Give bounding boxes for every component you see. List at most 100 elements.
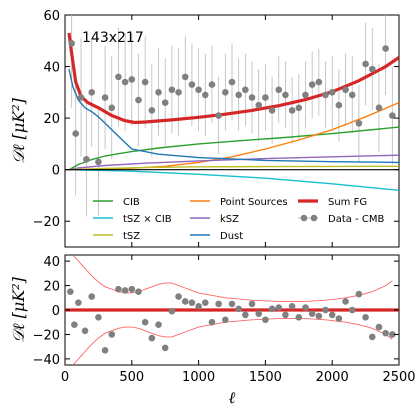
bottom-ylabel: 𝒟ℓ [μK²] <box>9 276 28 343</box>
data-point <box>101 94 109 101</box>
data-point <box>355 119 363 127</box>
data-point <box>188 81 196 88</box>
x-tick-label: 500 <box>119 370 144 385</box>
x-tick-label: 1500 <box>249 370 282 385</box>
data-point <box>228 78 236 86</box>
data-point <box>215 112 222 119</box>
residual-point <box>288 303 296 310</box>
data-point <box>135 96 142 104</box>
data-point <box>201 91 209 99</box>
data-point <box>168 86 176 94</box>
data-point <box>368 65 376 73</box>
data-point <box>248 94 256 101</box>
legend-label: CIB <box>123 197 140 208</box>
residual-point <box>308 310 316 317</box>
legend-item: Point Sources <box>190 197 288 208</box>
data-point <box>328 89 336 96</box>
legend-item: kSZ <box>190 214 239 225</box>
data-point <box>222 89 229 96</box>
data-point <box>72 130 79 137</box>
residual-point <box>71 321 78 328</box>
residual-point <box>108 331 116 338</box>
data-point <box>95 158 102 166</box>
data-point <box>115 73 122 81</box>
legend-item: tSZ <box>93 231 140 242</box>
residual-point <box>235 305 242 313</box>
series-line-tsz-cib <box>68 169 399 191</box>
residual-point <box>295 314 303 321</box>
residual-point <box>195 303 202 310</box>
residual-point <box>348 306 356 314</box>
data-point <box>262 94 269 101</box>
residual-point <box>262 316 269 324</box>
residual-point <box>81 327 89 335</box>
series-line-ksz <box>68 154 399 171</box>
top-ylabel: 𝒟ℓ [μK²] <box>9 97 28 164</box>
y-tick-label: 20 <box>43 280 60 295</box>
legend-item: CIB <box>93 197 140 208</box>
y-tick-label: 40 <box>43 61 60 76</box>
data-point <box>235 91 242 99</box>
data-point <box>275 86 283 94</box>
residual-point <box>155 321 162 328</box>
residual-point <box>362 314 369 321</box>
residual-point <box>335 315 343 322</box>
data-point <box>141 78 149 86</box>
y-tick-label: −20 <box>33 328 60 343</box>
data-point <box>208 81 216 88</box>
legend-label: Sum FG <box>328 197 367 208</box>
x-tick-label: 1000 <box>182 370 215 385</box>
residual-point <box>268 305 276 313</box>
y-tick-label: 0 <box>52 164 60 179</box>
y-tick-label: 60 <box>43 9 60 24</box>
data-point <box>288 107 296 114</box>
legend-item: Sum FG <box>298 197 367 208</box>
data-point <box>302 91 309 99</box>
residual-point <box>382 329 389 337</box>
residual-point <box>355 290 363 298</box>
x-tick-label: 0 <box>61 370 69 385</box>
residual-point <box>315 312 323 320</box>
residual-point <box>255 310 263 317</box>
data-point <box>255 101 263 109</box>
data-point <box>322 91 329 99</box>
residual-point <box>375 323 383 331</box>
legend-label: Dust <box>220 231 243 242</box>
data-point <box>375 104 383 112</box>
residual-point <box>148 334 156 342</box>
legend-item: tSZ × CIB <box>93 214 172 225</box>
legend-item: Data - CMB <box>298 214 384 225</box>
residual-point <box>368 333 376 341</box>
data-point <box>335 101 343 109</box>
data-point <box>315 78 323 86</box>
series-line-dust <box>68 68 399 164</box>
residual-point <box>248 300 256 308</box>
residual-point <box>135 288 142 295</box>
data-point <box>242 86 249 94</box>
residual-point <box>302 304 309 311</box>
legend-label: Point Sources <box>220 197 288 208</box>
residual-point <box>322 306 329 314</box>
residual-point <box>121 287 129 294</box>
residual-point <box>141 318 149 326</box>
x-tick-label: 2000 <box>316 370 349 385</box>
data-point <box>108 104 116 112</box>
residual-point <box>175 293 182 300</box>
residual-point <box>115 285 122 293</box>
y-tick-label: −40 <box>33 353 60 368</box>
data-point <box>389 112 396 119</box>
x-tick-label: 2500 <box>382 370 415 385</box>
residual-point <box>342 298 349 305</box>
data-point <box>83 156 90 163</box>
residual-point <box>101 347 109 354</box>
data-point <box>161 99 169 106</box>
residual-point <box>188 299 196 306</box>
y-tick-label: 40 <box>43 255 60 270</box>
envelope-lower <box>72 318 393 365</box>
data-point <box>382 45 389 52</box>
data-point <box>195 86 202 94</box>
legend-label: tSZ <box>123 231 140 242</box>
data-point <box>181 73 189 81</box>
residual-point <box>201 299 209 306</box>
